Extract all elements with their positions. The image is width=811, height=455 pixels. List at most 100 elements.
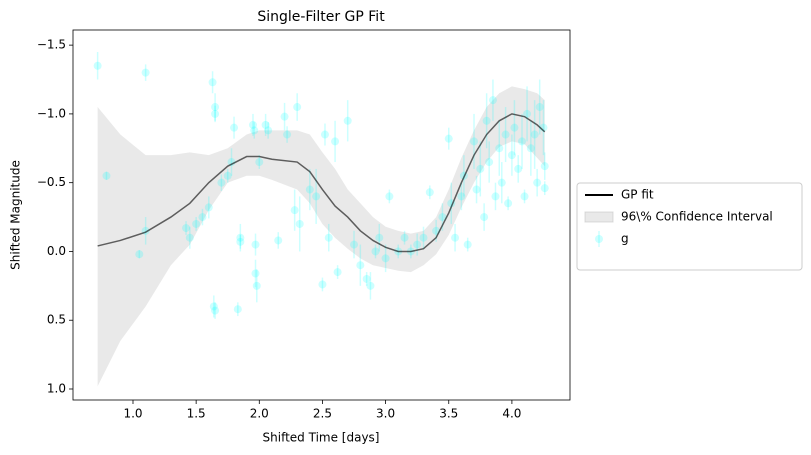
- x-tick-label: 2.0: [250, 407, 269, 421]
- data-point: [185, 233, 194, 242]
- legend-label: g: [621, 232, 629, 246]
- data-point: [476, 164, 485, 173]
- data-point: [223, 171, 232, 180]
- data-point: [362, 274, 371, 283]
- data-point: [295, 219, 304, 228]
- data-point: [523, 109, 532, 118]
- data-point: [333, 268, 342, 277]
- y-tick-label: −0.5: [37, 175, 66, 189]
- y-axis-label: Shifted Magnitude: [9, 160, 23, 270]
- data-point: [198, 213, 207, 222]
- data-point: [250, 126, 259, 135]
- legend-label: 96\% Confidence Interval: [621, 210, 773, 224]
- data-point: [514, 164, 523, 173]
- data-point: [283, 130, 292, 139]
- data-point: [438, 213, 447, 222]
- x-tick-label: 1.0: [123, 407, 142, 421]
- x-tick-label: 4.0: [502, 407, 521, 421]
- data-point: [251, 240, 260, 249]
- x-tick-label: 3.0: [376, 407, 395, 421]
- data-point: [520, 192, 529, 201]
- data-point: [366, 281, 375, 290]
- data-point: [274, 236, 283, 245]
- data-point: [375, 233, 384, 242]
- data-point: [419, 233, 428, 242]
- chart-title: Single-Filter GP Fit: [257, 9, 385, 25]
- data-point: [530, 130, 539, 139]
- data-point: [318, 280, 327, 289]
- data-point: [211, 306, 220, 315]
- data-point: [400, 233, 409, 242]
- data-point: [540, 184, 549, 193]
- data-point: [135, 250, 144, 259]
- plot-area: [93, 52, 549, 387]
- confidence-band: [97, 86, 545, 387]
- data-point: [535, 103, 544, 112]
- gp-fit-line: [97, 113, 546, 253]
- data-point: [248, 120, 257, 129]
- data-point: [470, 137, 479, 146]
- legend-box: [576, 182, 803, 271]
- data-point: [102, 171, 111, 180]
- data-point: [305, 185, 314, 194]
- data-point: [217, 178, 226, 187]
- legend: GP fit 96\% Confidence Interval g: [576, 182, 803, 271]
- data-point: [371, 247, 380, 256]
- data-point: [290, 206, 299, 215]
- data-point: [485, 158, 494, 167]
- data-point: [526, 144, 535, 153]
- y-tick-label: 0.5: [47, 313, 66, 327]
- x-tick-label: 1.5: [187, 407, 206, 421]
- data-point: [211, 109, 220, 118]
- legend-marker: [595, 235, 603, 243]
- data-point: [141, 68, 150, 77]
- data-point: [425, 188, 434, 197]
- x-tick-label: 3.5: [439, 407, 458, 421]
- y-tick-label: −1.5: [37, 38, 66, 52]
- data-point: [501, 130, 510, 139]
- data-point: [482, 116, 491, 125]
- data-point: [211, 103, 220, 112]
- data-point: [480, 213, 489, 222]
- data-point: [324, 233, 333, 242]
- y-tick-label: −1.0: [37, 106, 66, 120]
- data-point: [320, 130, 329, 139]
- data-point: [93, 61, 102, 70]
- data-point: [518, 137, 527, 146]
- data-point: [261, 120, 270, 129]
- data-point: [192, 219, 201, 228]
- data-point: [312, 192, 321, 201]
- data-point: [293, 103, 302, 112]
- axes-frame: [72, 29, 571, 401]
- data-point: [343, 116, 352, 125]
- data-point: [488, 96, 497, 105]
- data-point: [491, 192, 500, 201]
- data-point: [252, 281, 261, 290]
- y-tick-label: 0.0: [47, 244, 66, 258]
- data-point: [255, 158, 264, 167]
- data-point: [208, 78, 217, 87]
- data-point: [251, 269, 260, 278]
- data-point: [510, 123, 519, 132]
- data-point: [236, 233, 245, 242]
- data-point: [533, 178, 542, 187]
- y-tick-label: 1.0: [47, 381, 66, 395]
- data-point: [236, 237, 245, 246]
- data-point: [381, 254, 390, 263]
- x-tick-label: 2.5: [313, 407, 332, 421]
- data-point: [463, 240, 472, 249]
- data-point: [233, 305, 242, 314]
- data-point: [540, 162, 549, 171]
- data-point: [495, 144, 504, 153]
- data-point: [331, 137, 340, 146]
- data-point: [264, 126, 273, 135]
- data-point: [230, 123, 239, 132]
- data-point: [385, 192, 394, 201]
- data-point: [472, 185, 481, 194]
- data-point: [356, 261, 365, 270]
- x-axis-label: Shifted Time [days]: [263, 431, 380, 445]
- data-point: [457, 192, 466, 201]
- legend-label: GP fit: [621, 188, 654, 202]
